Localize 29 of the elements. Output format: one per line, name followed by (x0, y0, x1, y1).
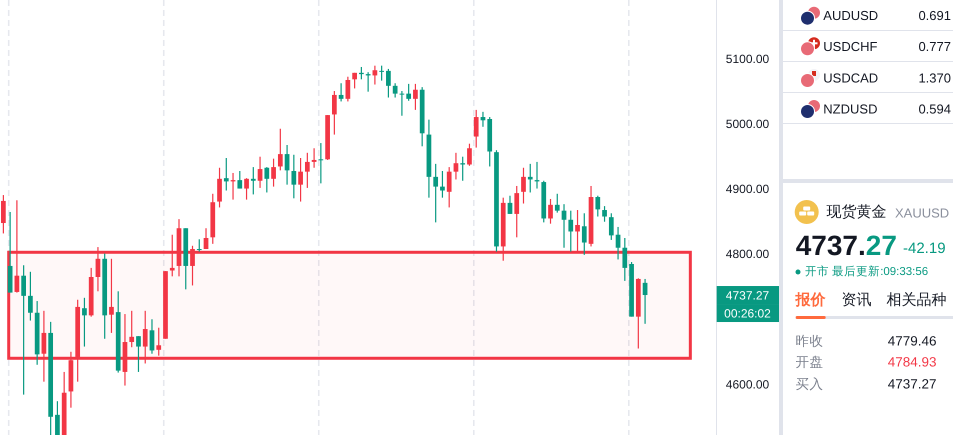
y-tick-label: 4600.00 (726, 377, 770, 392)
text: NZDUSD (823, 102, 878, 116)
y-tick-label: 5000.00 (726, 117, 770, 132)
text: USDCAD (823, 70, 878, 86)
text: 资讯 (842, 292, 872, 308)
y-tick-label: 4900.00 (726, 182, 770, 196)
y-tick-label: 4800.00 (726, 247, 770, 262)
text: 4779.46 (888, 334, 937, 348)
text: 4737.27 (796, 230, 897, 261)
text: 4737.27 (888, 376, 937, 392)
text: 0.594 (918, 102, 951, 116)
price-tag: 4737.27 (716, 286, 779, 304)
price-tag: 00:26:02 (716, 304, 779, 322)
text: 现货黄金 (826, 204, 887, 220)
text: 买入 (796, 376, 824, 392)
text: 开盘 (796, 354, 824, 370)
text: AUDUSD (823, 8, 878, 24)
text: 0.777 (918, 38, 951, 54)
text: 0.691 (918, 8, 951, 24)
text: 昨收 (796, 334, 824, 348)
text: USDCHF (823, 38, 878, 54)
text: 相关品种 (886, 292, 947, 308)
y-tick-label: 5100.00 (726, 52, 770, 66)
text: 1.370 (918, 70, 951, 86)
text: -42.19 (903, 240, 946, 257)
text: XAUUSD (895, 206, 950, 220)
text: 4784.93 (888, 354, 937, 370)
text: 开市 最后更新:09:33:56 (805, 264, 928, 278)
text: 报价 (794, 292, 827, 308)
